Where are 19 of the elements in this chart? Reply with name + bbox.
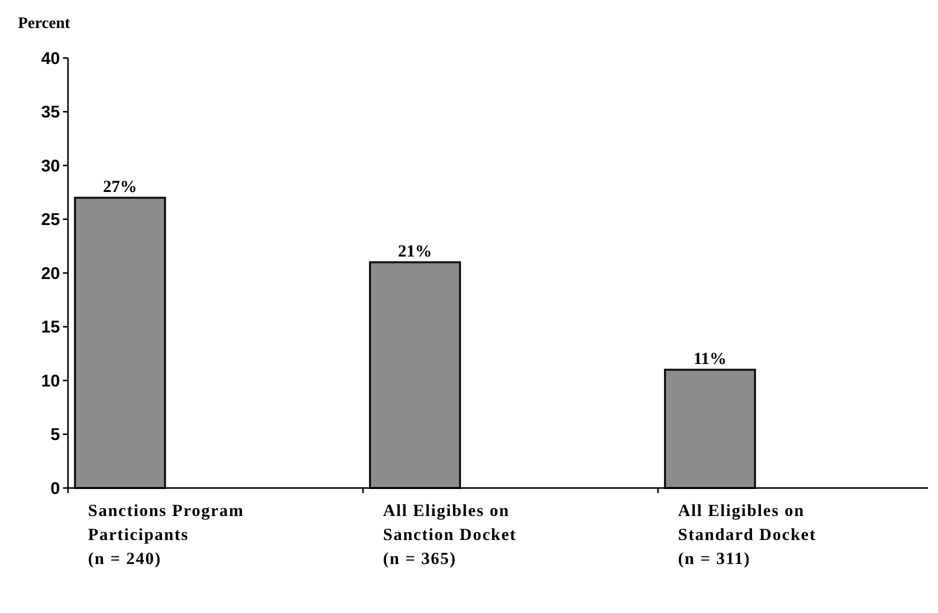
bar xyxy=(664,368,756,489)
y-tick-label: 0 xyxy=(50,478,60,498)
data-label: 21% xyxy=(398,241,432,260)
y-tick-label: 40 xyxy=(41,48,60,68)
y-tick-label: 30 xyxy=(41,156,60,176)
x-tick-label: Sanctions Program Participants (n = 240) xyxy=(88,501,244,568)
y-tick-label: 5 xyxy=(50,425,60,444)
data-label: 27% xyxy=(103,176,137,196)
y-tick-label: 20 xyxy=(41,264,60,283)
y-tick-label: 25 xyxy=(41,210,60,230)
data-label: 11% xyxy=(693,348,727,368)
x-tick-label: All Eligibles on Standard Docket (n = 311) xyxy=(678,501,816,568)
x-tick-label: All Eligibles on Sanction Docket (n = 365) xyxy=(383,501,517,568)
y-axis-title: Percent xyxy=(18,15,71,32)
y-tick-label: 35 xyxy=(41,102,60,122)
bar xyxy=(74,196,166,489)
bar xyxy=(369,261,461,489)
y-tick-label: 15 xyxy=(41,318,60,337)
y-tick-label: 10 xyxy=(41,371,60,390)
